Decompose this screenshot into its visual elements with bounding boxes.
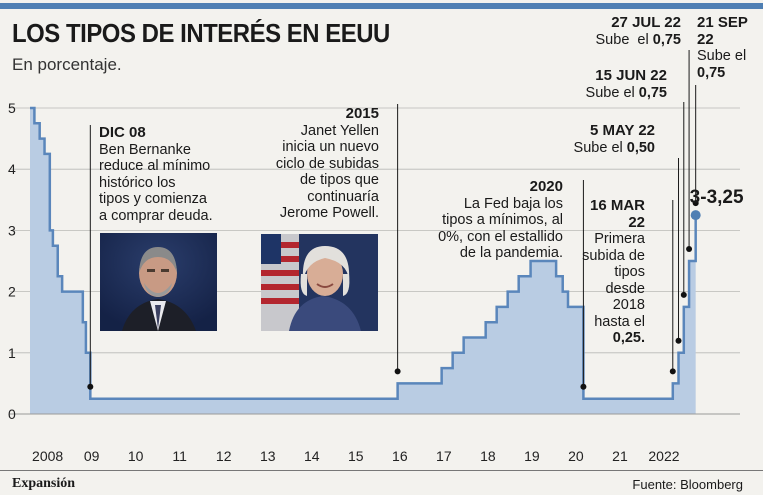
annotation-leaders — [87, 50, 699, 390]
annotation-date: 16 MAR 22 — [589, 197, 645, 231]
annotation-line: Ben Bernanke — [99, 141, 191, 158]
y-tick-label: 1 — [8, 345, 16, 361]
y-tick-label: 0 — [8, 406, 16, 422]
final-value-marker — [690, 210, 701, 221]
footer-divider — [0, 470, 763, 471]
source-credit: Fuente: Bloomberg — [632, 477, 743, 492]
annotation-value: 0,75 — [697, 64, 726, 81]
yellen-photo — [261, 234, 378, 331]
x-tick-label: 19 — [524, 448, 540, 464]
leader-dot — [87, 383, 94, 390]
chart-subtitle: En porcentaje. — [12, 55, 122, 74]
annotation-5may22: 5 MAY 22 Sube el 0,50 — [573, 122, 655, 156]
annotation-2015: 2015 Janet Yellen inicia un nuevo ciclo … — [275, 105, 379, 222]
portrait-yellen-icon — [261, 234, 378, 331]
y-tick-label: 5 — [8, 100, 16, 116]
y-tick-label: 3 — [8, 222, 16, 238]
annotation-value: 0,25. — [612, 330, 645, 346]
annotation-line: La Fed baja los — [463, 195, 563, 212]
annotation-line: tipos y comienza — [99, 191, 207, 207]
page-title: LOS TIPOS DE INTERÉS EN EEUU — [12, 18, 390, 48]
annotation-line: continuaría — [307, 188, 379, 205]
annotation-15jun22: 15 JUN 22 Sube el 0,75 — [585, 67, 667, 101]
annotation-text: Sube el — [573, 139, 623, 156]
x-tick-label: 20 — [568, 448, 584, 464]
annotation-line: tipos — [614, 264, 645, 280]
leader-dot — [669, 368, 676, 375]
leader-dot — [686, 246, 693, 252]
portrait-bernanke-icon — [100, 233, 217, 331]
annotation-line: de la pandemia. — [459, 245, 563, 261]
x-tick-label: 16 — [392, 448, 408, 464]
annotation-dic08: DIC 08 Ben Bernanke reduce al mínimo his… — [99, 124, 213, 224]
x-tick-label: 18 — [480, 448, 496, 464]
annotation-27jul22: 27 JUL 22 Sube el 0,75 — [595, 14, 681, 48]
x-tick-label: 13 — [260, 448, 276, 464]
annotation-line: tipos a mínimos, al — [442, 212, 563, 228]
annotation-line: 2018 — [612, 297, 645, 313]
y-tick-label: 2 — [8, 284, 16, 300]
x-tick-label: 15 — [348, 448, 364, 464]
brand-logo: Expansión — [12, 476, 76, 491]
annotation-16mar22: 16 MAR 22 Primera subida de tipos desde … — [571, 197, 645, 347]
x-tick-label: 2022 — [648, 448, 679, 464]
annotation-line: reduce al mínimo — [99, 158, 211, 174]
rate-area — [30, 108, 696, 414]
annotation-line: Primera — [594, 231, 645, 247]
annotation-value: 0,75 — [638, 84, 667, 101]
y-tick-label: 4 — [8, 161, 16, 177]
x-tick-label: 21 — [612, 448, 628, 464]
bernanke-photo — [100, 233, 217, 331]
x-tick-label: 10 — [128, 448, 144, 464]
final-value-label: 3-3,25 — [690, 187, 744, 208]
annotation-21sep22: 21 SEP 22 Sube el 0,75 — [697, 14, 759, 81]
annotation-2020: 2020 La Fed baja los tipos a mínimos, al… — [438, 178, 563, 262]
leader-dot — [394, 368, 401, 375]
annotation-line: inicia un nuevo — [282, 139, 379, 155]
rate-line — [30, 106, 697, 400]
y-axis: 0 1 2 3 4 5 — [8, 100, 16, 422]
annotation-date: 2015 — [345, 105, 379, 122]
annotation-value: 0,50 — [626, 139, 655, 156]
annotation-date: 15 JUN 22 — [595, 67, 667, 84]
annotation-line: 0%, con el estallido — [438, 228, 563, 245]
annotation-line: ciclo de subidas — [275, 155, 379, 172]
annotation-line: subida de — [582, 247, 645, 264]
x-tick-label: 09 — [84, 448, 100, 464]
x-tick-label: 11 — [172, 448, 187, 464]
annotation-date: 5 MAY 22 — [589, 122, 655, 139]
annotation-text: Sube el — [595, 31, 649, 48]
x-tick-label: 17 — [436, 448, 452, 464]
top-accent-bar — [0, 3, 763, 9]
annotation-line: Jerome Powell. — [279, 205, 379, 221]
annotation-line: hasta el — [594, 313, 645, 330]
leader-dot — [675, 337, 682, 344]
annotation-line: histórico los — [99, 174, 176, 191]
leader-dot — [580, 383, 587, 390]
leader-dot — [692, 200, 699, 207]
annotation-line: Janet Yellen — [300, 122, 379, 139]
annotation-date: DIC 08 — [99, 124, 146, 141]
x-tick-label: 14 — [304, 448, 320, 464]
x-tick-label: 2008 — [32, 448, 63, 464]
annotation-line: desde — [605, 280, 645, 297]
annotation-date: 27 JUL 22 — [611, 14, 681, 31]
annotation-line: a comprar deuda. — [99, 207, 213, 224]
leader-dot — [680, 291, 687, 298]
annotation-text: Sube el — [585, 84, 635, 101]
annotation-date: 2020 — [529, 178, 563, 195]
annotation-line: de tipos que — [299, 172, 379, 188]
x-axis: 2008 09 10 11 12 13 14 15 16 17 18 19 20 21 2022 — [32, 448, 680, 464]
annotation-date: 21 SEP 22 — [697, 14, 748, 48]
annotation-text: Sube el — [697, 48, 747, 64]
x-tick-label: 12 — [216, 448, 232, 464]
annotation-value: 0,75 — [652, 31, 681, 48]
